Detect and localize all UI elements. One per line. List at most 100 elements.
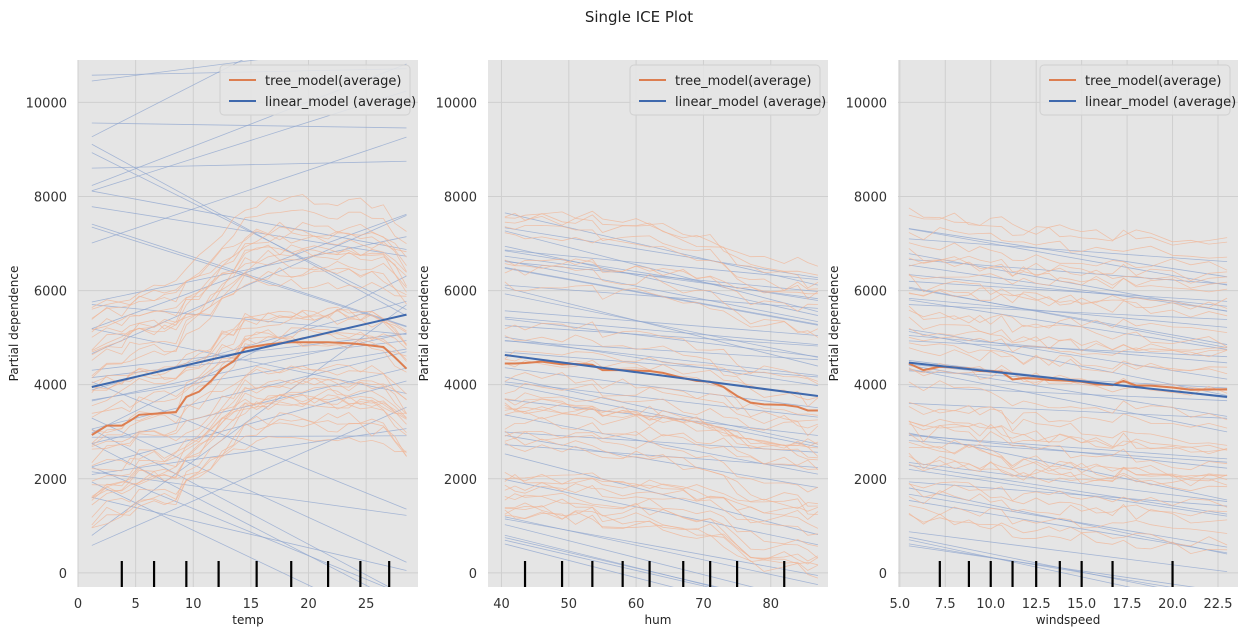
tree-ice-line [504, 398, 818, 449]
ice-curves [908, 207, 1228, 587]
y-tick-label: 6000 [444, 285, 477, 300]
x-tick-label: 40 [493, 597, 510, 612]
linear-ice-line [908, 539, 1131, 587]
plot-area [78, 60, 418, 587]
linear-average-line [91, 313, 407, 388]
linear-ice-line [504, 230, 819, 312]
tree-ice-line [504, 498, 819, 559]
linear-ice-line [908, 280, 1228, 302]
linear-ice-line [504, 325, 818, 347]
tree-ice-line [504, 334, 819, 408]
linear-ice-line [908, 368, 1228, 433]
tree-ice-line [908, 441, 1228, 482]
x-tick-label: 10 [185, 597, 202, 612]
linear-ice-line [908, 531, 1228, 573]
tree-ice-line [908, 418, 1228, 455]
subplots: 0 5 10 15 20 250200040006000800010000tempPart… [7, 60, 1238, 627]
legend: tree_model(average) linear_model (average… [629, 64, 826, 116]
y-tick-label: 10000 [26, 96, 67, 111]
tree-ice-line [91, 332, 407, 414]
tree-ice-line [91, 259, 407, 353]
plot-area [488, 60, 828, 587]
linear-ice-line [91, 213, 407, 329]
tree-ice-line [504, 213, 819, 267]
subplot-hum: 40 50 60 70 80 0 2000 4000 6000 8000 10000 hum Parti… [417, 60, 828, 627]
tree-ice-line [908, 490, 1228, 524]
linear-ice-line [91, 466, 387, 587]
linear-ice-line [91, 60, 244, 138]
linear-ice-line [908, 468, 1228, 517]
tree-ice-line [91, 194, 407, 310]
tree-ice-line [504, 416, 819, 470]
tree-ice-line [504, 265, 819, 338]
tree-ice-line [504, 472, 819, 529]
tree-ice-line [91, 226, 407, 308]
linear-ice-line [91, 435, 407, 438]
linear-ice-line [908, 435, 1228, 460]
linear-ice-line [504, 293, 818, 358]
tree-ice-line [504, 442, 818, 507]
linear-ice-line [91, 428, 390, 587]
legend: tree_model(average) linear_model (average… [219, 64, 416, 116]
tree-ice-line [908, 273, 1228, 289]
linear-ice-line [91, 333, 407, 371]
tree-ice-line [91, 306, 407, 444]
x-tick-label: 20.0 [1158, 597, 1187, 612]
linear-ice-line [504, 543, 674, 587]
linear-ice-line [504, 250, 818, 301]
tree-ice-line [91, 232, 407, 319]
tree-ice-line [91, 378, 407, 506]
legend-box [219, 64, 411, 116]
linear-ice-line [91, 226, 407, 328]
linear-ice-line [91, 417, 407, 563]
linear-ice-line [908, 433, 1228, 469]
tree-ice-line [91, 268, 407, 377]
x-tick-label: 7.5 [935, 597, 956, 612]
tree-ice-line [91, 244, 407, 333]
linear-ice-line [91, 380, 407, 468]
tree-ice-line [504, 321, 819, 382]
tree-ice-line [91, 327, 407, 446]
linear-ice-line [91, 160, 407, 169]
tree-ice-line [908, 481, 1228, 508]
x-tick-label: 25 [358, 597, 375, 612]
x-tick-label: 0 [74, 597, 82, 612]
y-tick-label: 8000 [854, 190, 887, 205]
y-tick-label: 2000 [34, 473, 67, 488]
y-tick-label: 2000 [854, 473, 887, 488]
linear-ice-line [91, 122, 407, 129]
legend-box [1039, 64, 1231, 116]
tree-ice-line [504, 212, 819, 289]
tree-ice-line [908, 259, 1228, 284]
y-tick-label: 4000 [444, 379, 477, 394]
tree-ice-line [908, 420, 1228, 471]
y-tick-label: 8000 [444, 190, 477, 205]
linear-ice-line [908, 402, 1228, 419]
x-axis-label: windspeed [1036, 613, 1101, 627]
tree-ice-line [908, 405, 1228, 446]
subplot-temp: 0 5 10 15 20 25 0 2000 4000 6000 8000 10000 temp Part… [7, 60, 418, 627]
tree-ice-line [908, 207, 1228, 246]
legend-entry: tree_model(average) [265, 74, 402, 89]
legend-entry: linear_model (average) [675, 95, 826, 110]
tree-ice-line [908, 305, 1228, 348]
y-axis-label: Partial dependence [827, 266, 841, 382]
tree-ice-line [908, 401, 1228, 429]
x-tick-label: 15.0 [1067, 597, 1096, 612]
tree-ice-line [91, 209, 407, 320]
tree-ice-line [908, 514, 1228, 555]
tree-ice-line [504, 473, 818, 536]
tree-average-line [504, 360, 818, 412]
tree-ice-line [91, 412, 407, 529]
tree-ice-line [504, 505, 819, 571]
legend-box [629, 64, 821, 116]
y-tick-label: 4000 [34, 379, 67, 394]
tree-ice-line [908, 316, 1228, 356]
tree-ice-line [908, 288, 1228, 310]
linear-ice-line [504, 537, 720, 587]
linear-ice-line [504, 212, 818, 286]
tree-ice-line [908, 242, 1228, 271]
average-lines [91, 313, 408, 436]
tree-ice-line [504, 372, 819, 429]
tree-ice-line [504, 405, 818, 461]
